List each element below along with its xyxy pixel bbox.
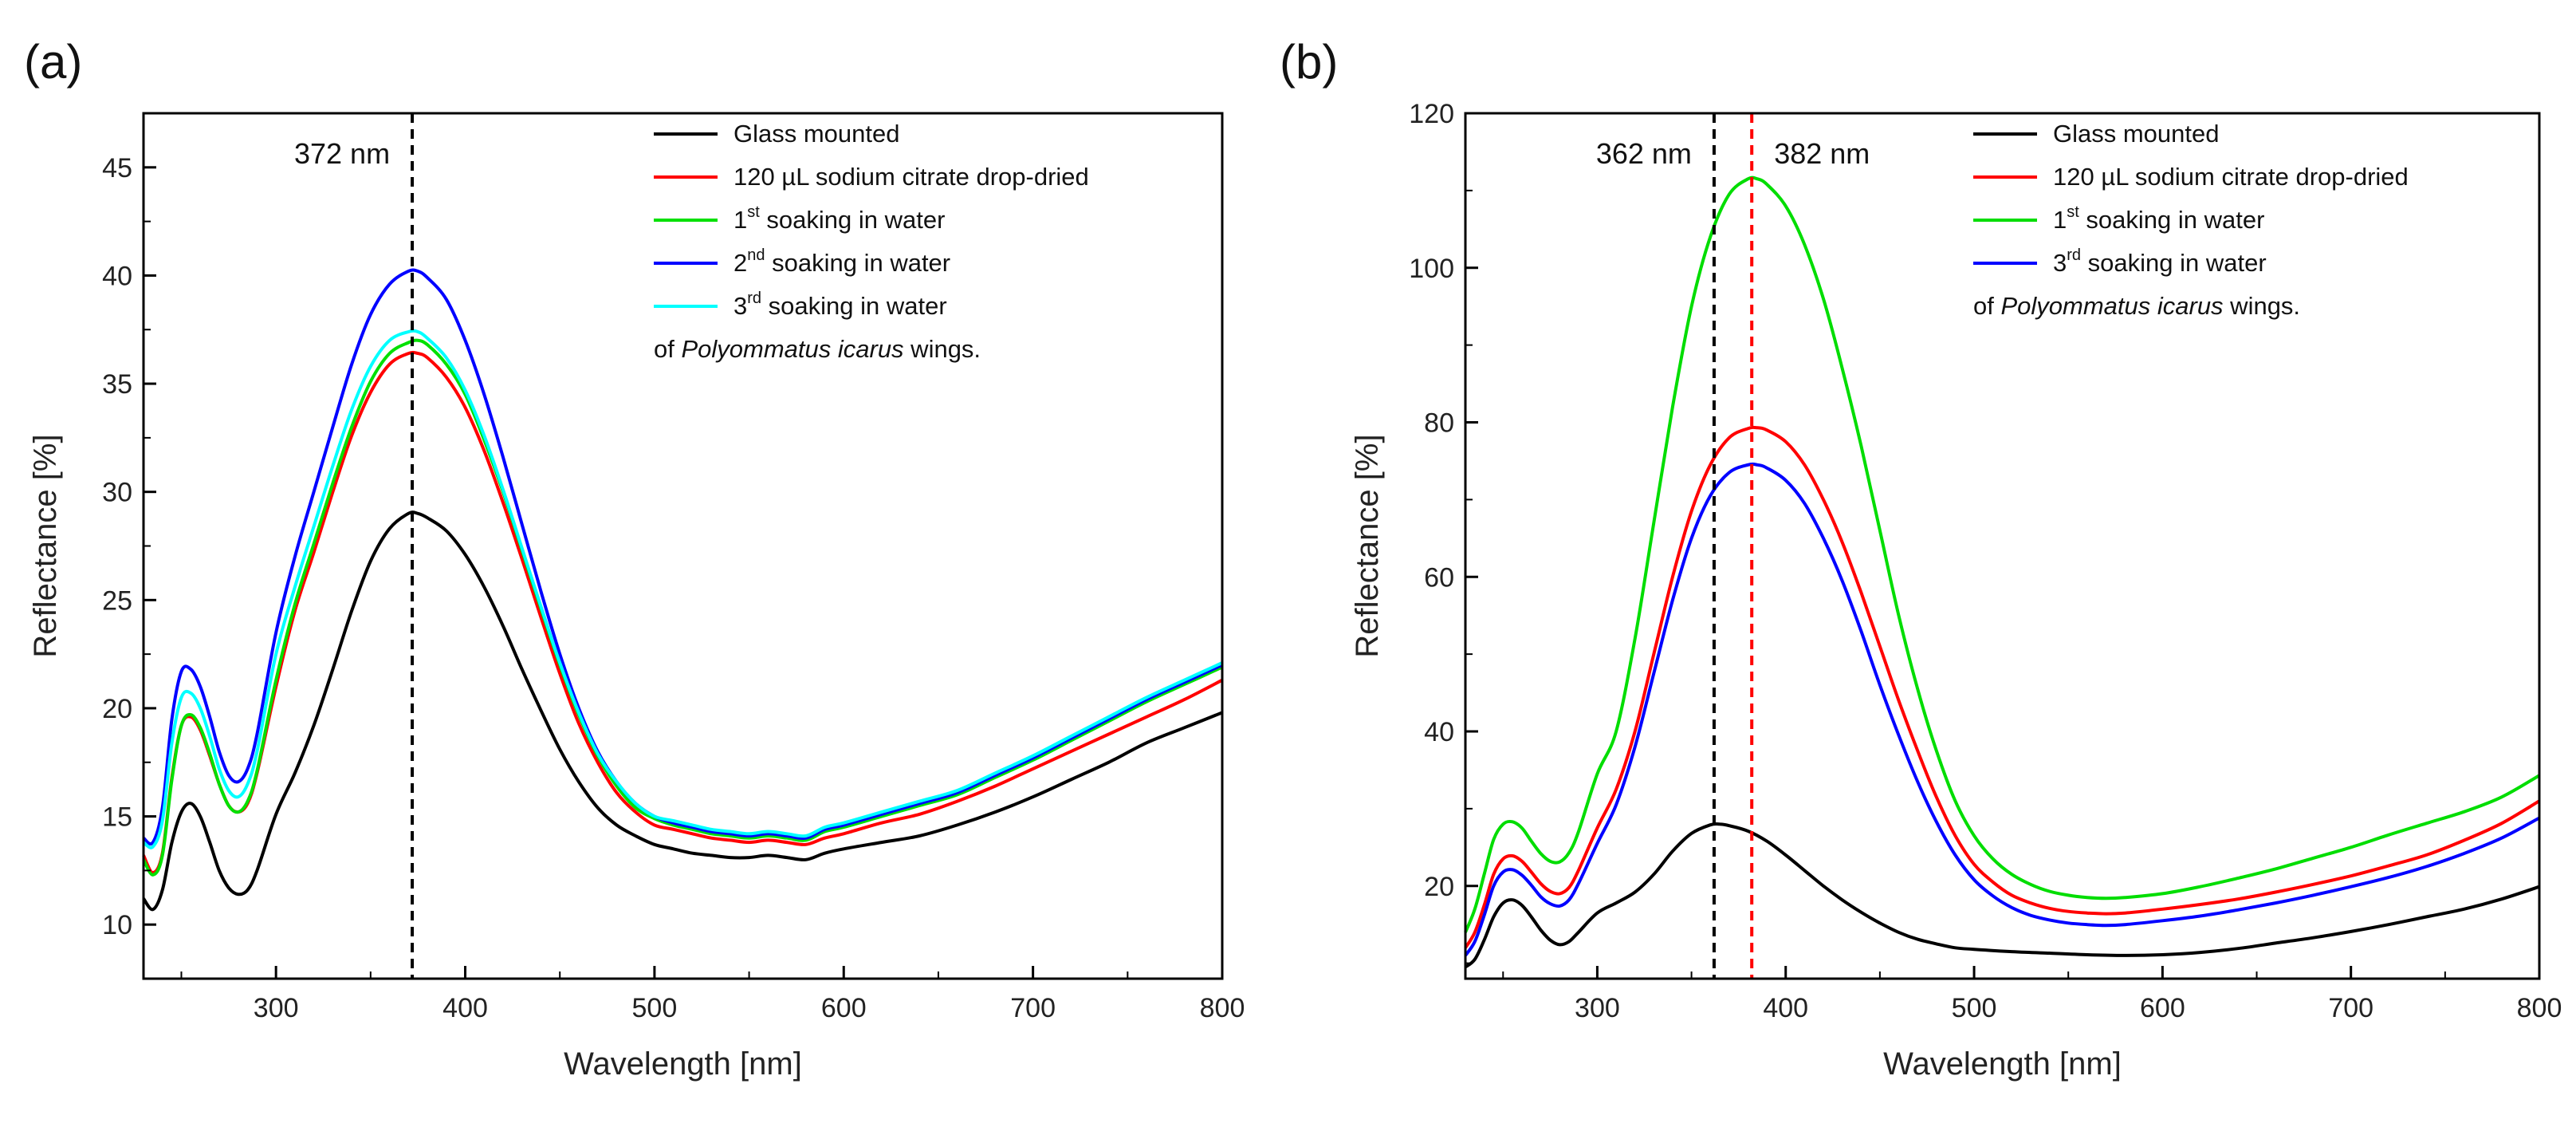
panel-b-legend-label: 1st soaking in water	[2053, 203, 2264, 234]
panel-a-y-tick-label: 10	[102, 910, 132, 940]
panel-b-vline-label-362: 362 nm	[1596, 137, 1692, 170]
panel-a-legend: Glass mounted 120 µL sodium citrate drop-…	[654, 120, 1089, 363]
panel-a-plot-frame	[142, 112, 1224, 980]
panel-a-legend-label: 1st soaking in water	[733, 203, 945, 234]
panel-b-y-axis-title: Reflectance [%]	[1350, 434, 1385, 657]
panel-a-legend-label: 2nd soaking in water	[733, 246, 950, 277]
panel-a-series-line-2	[142, 350, 1223, 875]
panel-b-x-tick-label: 300	[1575, 993, 1620, 1023]
panel-b-y-tick-label: 60	[1424, 562, 1454, 593]
panel-b-series	[1464, 175, 2541, 969]
panel-b-series-line-1	[1464, 822, 2540, 969]
panel-b-legend-label: Glass mounted	[2053, 120, 2220, 148]
panel-b-series-line-3	[1464, 175, 2540, 933]
panel-a-vline-label-372: 372 nm	[294, 137, 390, 170]
panel-a-series-line-4	[142, 268, 1223, 846]
panel-b-plot-frame	[1464, 112, 2541, 980]
panel-b-x-tick-label: 800	[2517, 993, 2562, 1023]
panel-b-y-tick-label: 120	[1409, 99, 1454, 129]
panel-b-x-tick-label: 400	[1763, 993, 1808, 1023]
panel-b-x-tick-label: 600	[2140, 993, 2185, 1023]
panel-a-reference-lines: 372 nm	[294, 113, 415, 979]
panel-b-legend-footer: of Polyommatus icarus wings.	[1973, 292, 2300, 320]
panel-a-label: (a)	[24, 35, 82, 89]
panel-a-y-tick-label: 45	[102, 153, 132, 183]
panel-b-series-line-4	[1464, 462, 2540, 957]
panel-a-series	[142, 268, 1223, 912]
panel-a-series-line-1	[142, 510, 1223, 912]
panel-b-series-line-2	[1464, 425, 2541, 949]
panel-a-x-tick-label: 700	[1010, 993, 1056, 1023]
panel-a-y-tick-label: 20	[102, 694, 132, 724]
panel-a-series-line-5	[142, 329, 1223, 849]
panel-a-x-axis-title: Wavelength [nm]	[564, 1046, 802, 1082]
panel-b: (b) 362 nm 382 nm 300 400 500 600 700 800 20 40 6…	[1280, 35, 2562, 1082]
panel-a-legend-label: 120 µL sodium citrate drop-dried	[733, 163, 1089, 191]
panel-a-x-tick-label: 400	[442, 993, 488, 1023]
panel-b-x-tick-label: 500	[1952, 993, 1997, 1023]
panel-b-legend-label: 3rd soaking in water	[2053, 246, 2267, 277]
panel-a-x-tick-label: 800	[1200, 993, 1245, 1023]
panel-a-series-line-3	[142, 338, 1223, 877]
panel-a-axis-ticks: 300 400 500 600 700 800 10 15 20 25 30 35 40 45	[102, 153, 1245, 1023]
panel-b-y-tick-label: 80	[1424, 408, 1454, 439]
panel-b-y-tick-label: 100	[1409, 254, 1454, 284]
panel-a-x-tick-label: 600	[821, 993, 867, 1023]
panel-b-y-tick-label: 20	[1424, 872, 1454, 902]
panel-a-legend-label: 3rd soaking in water	[733, 290, 947, 320]
panel-a-y-tick-label: 25	[102, 585, 132, 616]
panel-b-reference-lines: 362 nm 382 nm	[1596, 113, 1870, 979]
panel-b-vline-label-382: 382 nm	[1774, 137, 1870, 170]
panel-a: (a) 372 nm 300 400 500 600 700 80010152025303…	[24, 35, 1245, 1082]
panel-a-legend-label: Glass mounted	[733, 120, 900, 148]
panel-b-x-axis-title: Wavelength [nm]	[1883, 1046, 2122, 1082]
panel-b-label: (b)	[1280, 35, 1338, 89]
panel-b-legend: Glass mounted 120 µL sodium citrate drop-…	[1973, 120, 2409, 320]
panel-a-y-tick-label: 35	[102, 369, 132, 400]
panel-a-y-axis-title: Reflectance [%]	[28, 434, 63, 657]
panel-a-x-tick-label: 500	[632, 993, 678, 1023]
panel-a-legend-footer: of Polyommatus icarus wings.	[654, 335, 981, 363]
panel-b-y-tick-label: 40	[1424, 717, 1454, 747]
panel-a-y-tick-label: 15	[102, 802, 132, 833]
panel-a-y-tick-label: 40	[102, 261, 132, 291]
panel-b-x-tick-label: 700	[2328, 993, 2373, 1023]
panel-a-x-tick-label: 300	[254, 993, 299, 1023]
panel-a-y-tick-label: 30	[102, 478, 132, 508]
panel-b-legend-label: 120 µL sodium citrate drop-dried	[2053, 163, 2409, 191]
panel-b-axis-ticks: 300 400 500 600 700 800 20 40 60 80 100 120	[1409, 99, 2562, 1023]
